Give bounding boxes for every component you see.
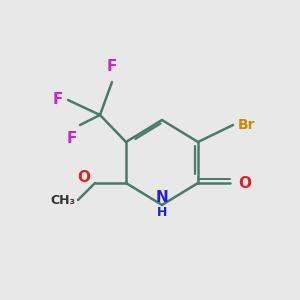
Text: F: F [52, 92, 63, 107]
Text: O: O [238, 176, 251, 190]
Text: H: H [157, 206, 167, 220]
Text: F: F [107, 59, 117, 74]
Text: N: N [156, 190, 168, 205]
Text: Br: Br [238, 118, 256, 132]
Text: CH₃: CH₃ [50, 194, 75, 206]
Text: F: F [67, 131, 77, 146]
Text: O: O [77, 170, 90, 185]
